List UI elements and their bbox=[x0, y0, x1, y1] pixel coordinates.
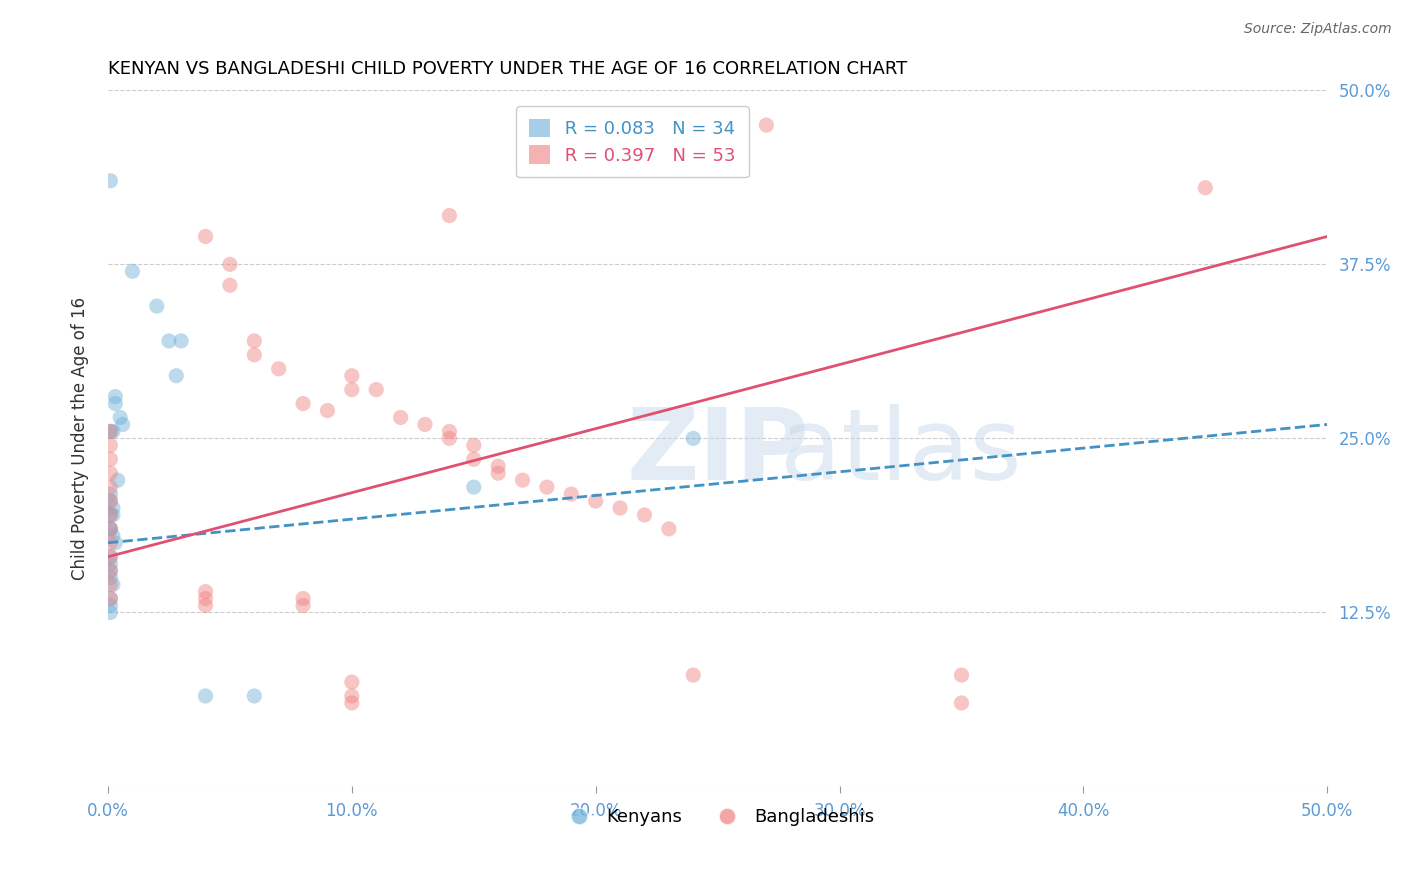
Point bbox=[609, 501, 631, 516]
Point bbox=[194, 229, 217, 244]
Legend: Kenyans, Bangladeshis: Kenyans, Bangladeshis bbox=[554, 801, 882, 833]
Point bbox=[194, 689, 217, 703]
Point bbox=[100, 564, 122, 578]
Point bbox=[243, 348, 266, 362]
Point bbox=[100, 557, 122, 571]
Point bbox=[100, 522, 122, 536]
Point bbox=[100, 425, 122, 439]
Point bbox=[755, 118, 778, 132]
Text: atlas: atlas bbox=[780, 404, 1021, 500]
Point bbox=[101, 425, 124, 439]
Point bbox=[100, 599, 122, 613]
Point bbox=[1194, 180, 1216, 194]
Point bbox=[340, 696, 363, 710]
Point bbox=[194, 591, 217, 606]
Text: Source: ZipAtlas.com: Source: ZipAtlas.com bbox=[1244, 22, 1392, 37]
Point bbox=[157, 334, 180, 348]
Point bbox=[101, 577, 124, 591]
Point bbox=[682, 668, 704, 682]
Point bbox=[292, 396, 315, 410]
Point bbox=[340, 383, 363, 397]
Point bbox=[340, 689, 363, 703]
Point bbox=[292, 591, 315, 606]
Point bbox=[101, 501, 124, 516]
Point bbox=[585, 494, 607, 508]
Point bbox=[100, 522, 122, 536]
Point bbox=[463, 480, 485, 494]
Point bbox=[100, 466, 122, 480]
Point bbox=[486, 466, 509, 480]
Text: ZIP: ZIP bbox=[626, 404, 808, 500]
Point bbox=[316, 403, 339, 417]
Point bbox=[512, 473, 534, 487]
Point bbox=[536, 480, 558, 494]
Point bbox=[170, 334, 193, 348]
Point bbox=[100, 494, 122, 508]
Point bbox=[100, 549, 122, 564]
Point bbox=[463, 438, 485, 452]
Point bbox=[100, 174, 122, 188]
Point bbox=[560, 487, 582, 501]
Point bbox=[165, 368, 187, 383]
Point bbox=[100, 577, 122, 591]
Point bbox=[243, 689, 266, 703]
Point bbox=[100, 508, 122, 522]
Point bbox=[100, 487, 122, 501]
Point bbox=[100, 425, 122, 439]
Point bbox=[658, 522, 681, 536]
Point bbox=[389, 410, 412, 425]
Point bbox=[100, 549, 122, 564]
Point bbox=[439, 209, 461, 223]
Point bbox=[100, 522, 122, 536]
Point bbox=[950, 668, 973, 682]
Point bbox=[219, 278, 242, 293]
Point bbox=[486, 459, 509, 474]
Point bbox=[104, 396, 127, 410]
Point bbox=[111, 417, 134, 432]
Point bbox=[340, 675, 363, 690]
Point bbox=[100, 606, 122, 620]
Point bbox=[104, 390, 127, 404]
Point bbox=[108, 410, 131, 425]
Point bbox=[100, 591, 122, 606]
Point bbox=[243, 334, 266, 348]
Point bbox=[100, 591, 122, 606]
Y-axis label: Child Poverty Under the Age of 16: Child Poverty Under the Age of 16 bbox=[72, 297, 89, 580]
Point bbox=[100, 452, 122, 467]
Point bbox=[682, 431, 704, 445]
Point bbox=[104, 536, 127, 550]
Point bbox=[145, 299, 167, 313]
Point bbox=[101, 508, 124, 522]
Point bbox=[340, 368, 363, 383]
Point bbox=[100, 564, 122, 578]
Point bbox=[439, 425, 461, 439]
Point bbox=[100, 536, 122, 550]
Point bbox=[121, 264, 143, 278]
Point bbox=[413, 417, 436, 432]
Point bbox=[194, 599, 217, 613]
Point bbox=[100, 480, 122, 494]
Point bbox=[267, 361, 290, 376]
Point bbox=[101, 529, 124, 543]
Point bbox=[633, 508, 655, 522]
Text: KENYAN VS BANGLADESHI CHILD POVERTY UNDER THE AGE OF 16 CORRELATION CHART: KENYAN VS BANGLADESHI CHILD POVERTY UNDE… bbox=[108, 60, 907, 78]
Point bbox=[366, 383, 388, 397]
Point bbox=[194, 584, 217, 599]
Point bbox=[100, 508, 122, 522]
Point bbox=[463, 452, 485, 467]
Point bbox=[107, 473, 129, 487]
Point bbox=[219, 257, 242, 271]
Point bbox=[950, 696, 973, 710]
Point bbox=[292, 599, 315, 613]
Point bbox=[100, 438, 122, 452]
Point bbox=[439, 431, 461, 445]
Point bbox=[100, 494, 122, 508]
Point bbox=[100, 571, 122, 585]
